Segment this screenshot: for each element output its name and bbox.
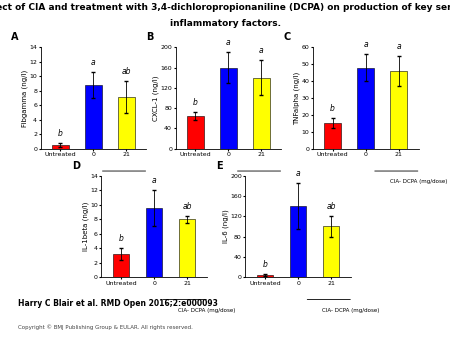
Text: a: a bbox=[152, 176, 157, 185]
Text: CIA- DCPA (mg/dose): CIA- DCPA (mg/dose) bbox=[252, 179, 310, 184]
Text: a: a bbox=[226, 38, 231, 47]
Bar bbox=[253, 78, 270, 149]
Text: b: b bbox=[263, 260, 267, 268]
Bar bbox=[391, 71, 407, 149]
Text: Copyright © BMJ Publishing Group & EULAR. All rights reserved.: Copyright © BMJ Publishing Group & EULAR… bbox=[18, 324, 193, 330]
Bar bbox=[257, 274, 273, 277]
Bar bbox=[187, 116, 203, 149]
Bar bbox=[220, 68, 237, 149]
Text: b: b bbox=[119, 234, 123, 243]
Bar bbox=[324, 123, 341, 149]
Text: CIA- DCPA (mg/dose): CIA- DCPA (mg/dose) bbox=[178, 308, 236, 313]
Text: b: b bbox=[330, 104, 335, 113]
Bar bbox=[113, 254, 129, 277]
Y-axis label: CXCL-1 (ng/l): CXCL-1 (ng/l) bbox=[153, 75, 159, 121]
Text: A: A bbox=[11, 32, 18, 42]
Bar bbox=[357, 68, 374, 149]
Y-axis label: IL-1beta (ng/l): IL-1beta (ng/l) bbox=[82, 202, 89, 251]
Y-axis label: TNFalpha (ng/l): TNFalpha (ng/l) bbox=[293, 71, 300, 125]
Text: b: b bbox=[58, 129, 63, 138]
Text: b: b bbox=[193, 98, 198, 107]
Bar bbox=[85, 85, 102, 149]
Text: ab: ab bbox=[122, 67, 131, 76]
Bar bbox=[290, 206, 306, 277]
Bar bbox=[323, 226, 339, 277]
Text: ab: ab bbox=[182, 201, 192, 211]
Y-axis label: Fibgamma (ng/l): Fibgamma (ng/l) bbox=[21, 69, 28, 127]
Text: a: a bbox=[296, 169, 301, 178]
Text: RMD: RMD bbox=[385, 309, 414, 319]
Text: a: a bbox=[259, 46, 264, 55]
Bar bbox=[52, 145, 68, 149]
Text: CIA- DCPA (mg/dose): CIA- DCPA (mg/dose) bbox=[390, 179, 447, 184]
Text: a: a bbox=[363, 40, 368, 49]
Bar bbox=[146, 208, 162, 277]
Bar bbox=[179, 219, 195, 277]
Text: Harry C Blair et al. RMD Open 2016;2:e000093: Harry C Blair et al. RMD Open 2016;2:e00… bbox=[18, 299, 218, 308]
Bar bbox=[118, 97, 135, 149]
Text: Open: Open bbox=[385, 322, 414, 332]
Text: D: D bbox=[72, 161, 80, 171]
Text: CIA- DCPA (mg/dose): CIA- DCPA (mg/dose) bbox=[117, 179, 175, 184]
Text: C: C bbox=[283, 32, 290, 42]
Text: CIA- DCPA (mg/dose): CIA- DCPA (mg/dose) bbox=[322, 308, 380, 313]
Text: a: a bbox=[91, 58, 96, 67]
Text: ab: ab bbox=[326, 202, 336, 211]
Text: B: B bbox=[146, 32, 153, 42]
Y-axis label: IL-6 (ng/l): IL-6 (ng/l) bbox=[222, 210, 229, 243]
Text: inflammatory factors.: inflammatory factors. bbox=[170, 19, 280, 28]
Text: Effect of CIA and treatment with 3,4-dichloropropionaniline (DCPA) on production: Effect of CIA and treatment with 3,4-dic… bbox=[0, 3, 450, 13]
Text: E: E bbox=[216, 161, 222, 171]
Text: a: a bbox=[396, 42, 401, 51]
